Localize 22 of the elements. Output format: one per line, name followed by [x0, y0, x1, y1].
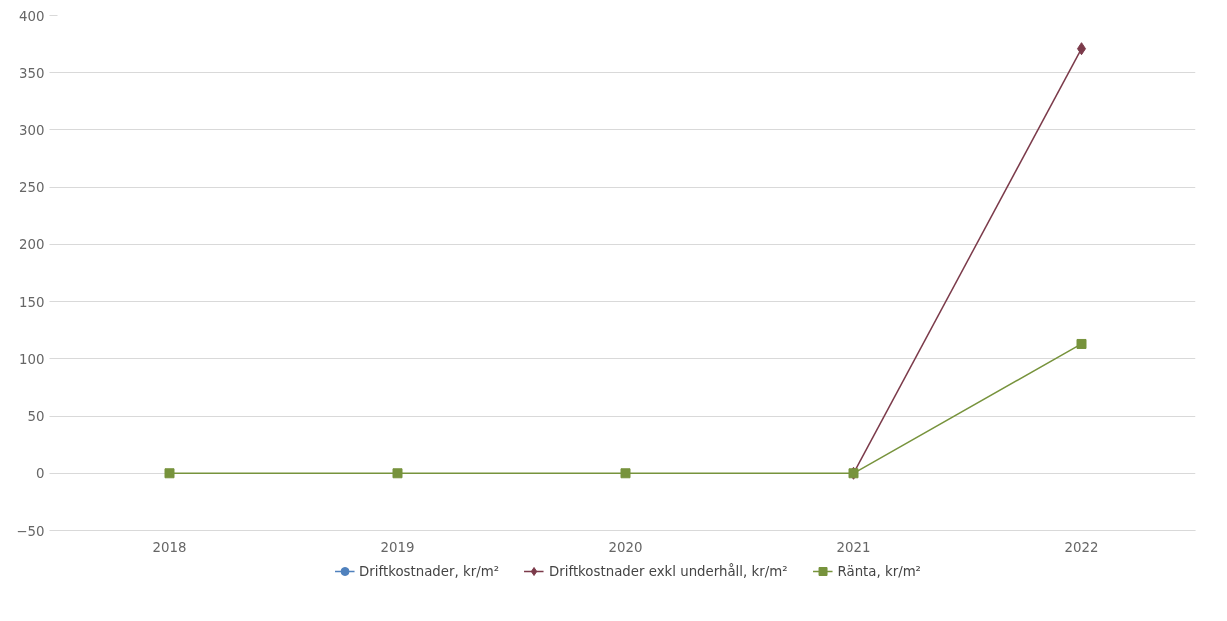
x-tick-label: 2019 — [380, 539, 415, 555]
legend-label: Driftkostnader, kr/m² — [359, 563, 499, 579]
point — [620, 468, 631, 479]
y-tick-label: 50 — [27, 409, 45, 425]
point — [392, 468, 403, 479]
y-tick-label: 350 — [19, 65, 45, 81]
y-tick-label: 200 — [19, 237, 45, 253]
x-tick-label: 2018 — [152, 539, 187, 555]
y-tick-label: 0 — [36, 466, 45, 482]
point — [164, 468, 175, 479]
y-tick-label: 400 — [19, 8, 45, 24]
y-tick-label: 300 — [19, 122, 45, 138]
x-tick-label: 2021 — [836, 539, 871, 555]
legend-label: Ränta, kr/m² — [837, 563, 921, 579]
y-tick-label: 100 — [19, 351, 45, 367]
legend-label: Driftkostnader exkl underhåll, kr/m² — [548, 563, 788, 579]
x-tick-label: 2022 — [1064, 539, 1099, 555]
y-tick-label: 250 — [19, 180, 45, 196]
y-tick-label: 150 — [19, 294, 45, 310]
x-tick-label: 2020 — [608, 539, 643, 555]
y-tick-label: −50 — [16, 523, 45, 539]
point — [1076, 338, 1087, 349]
